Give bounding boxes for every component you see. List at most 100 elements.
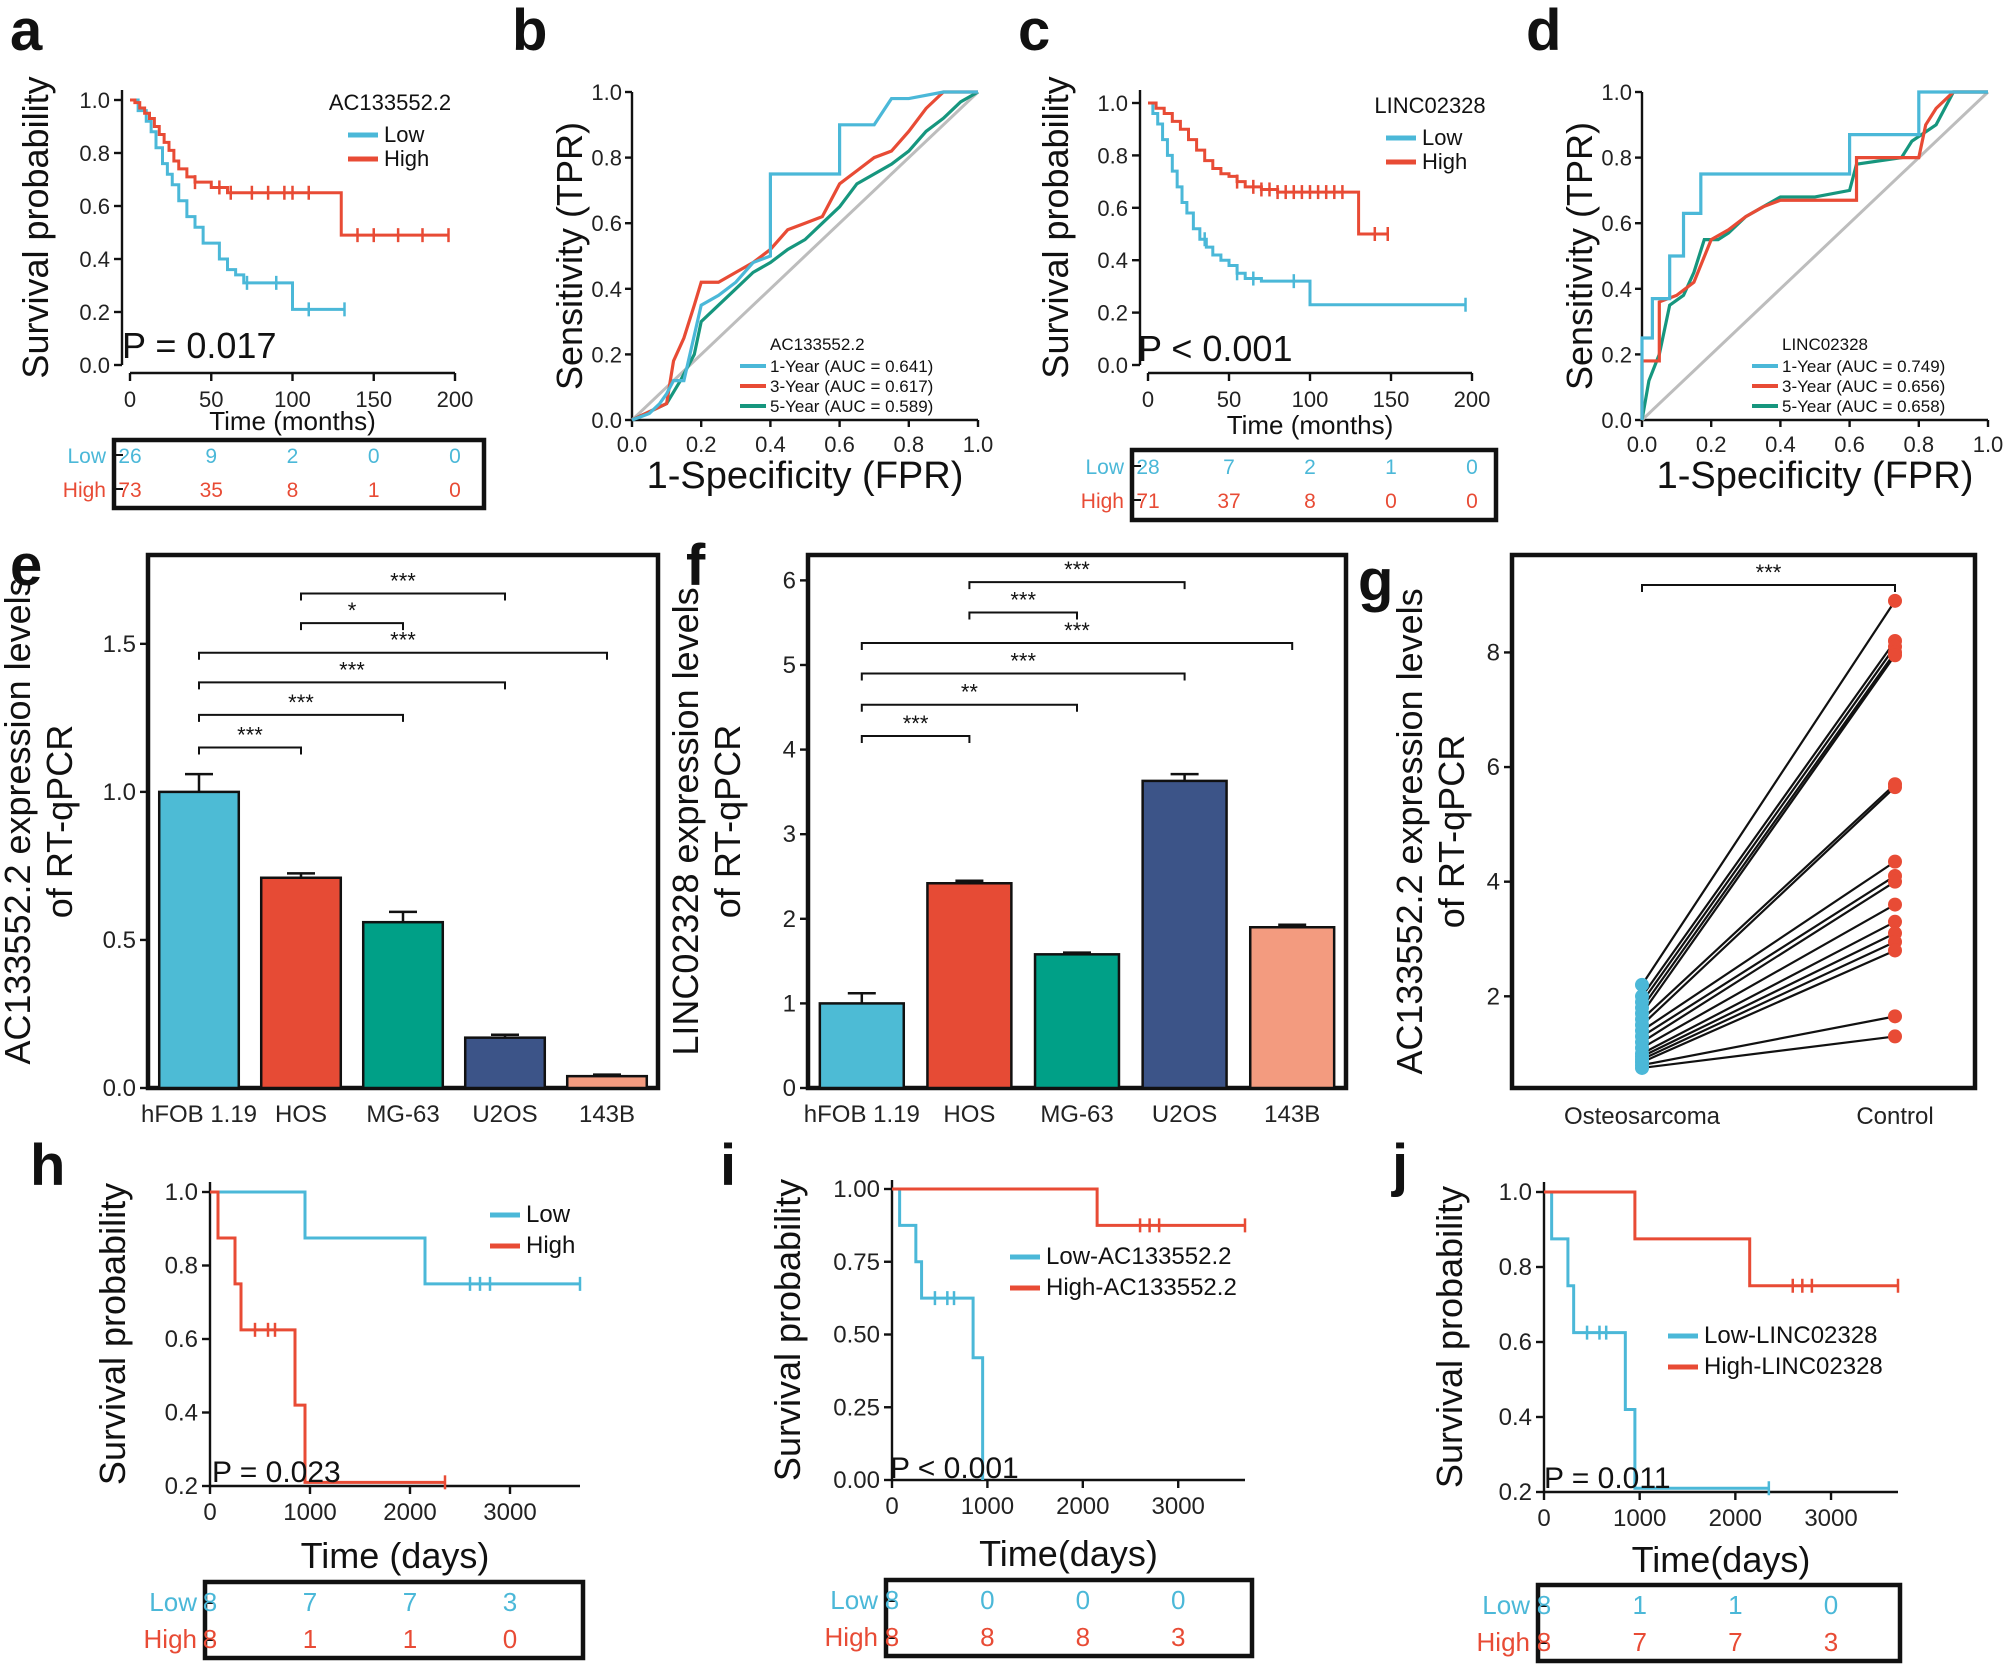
risk-value: 0 <box>1076 1585 1090 1615</box>
bar-3 <box>463 1036 547 1090</box>
y-axis-title: Survival probability <box>1035 76 1076 378</box>
risk-table-frame <box>202 1579 586 1661</box>
y-tick-label: 1.0 <box>165 1179 198 1206</box>
roc-legend-label: 5-Year (AUC = 0.658) <box>1782 397 1945 416</box>
x-axis-title: Time (months) <box>1227 410 1394 440</box>
bar-1 <box>259 876 343 1090</box>
km-curve-high <box>1148 101 1388 236</box>
y-tick-label: 0.25 <box>833 1394 880 1421</box>
risk-value: 73 <box>118 479 141 502</box>
panel-label-j: j <box>1391 1133 1408 1198</box>
x-tick-label: HOS <box>275 1101 327 1128</box>
y-tick-label: 0.4 <box>1097 248 1128 273</box>
risk-value: 1 <box>1632 1590 1646 1620</box>
roc-curve-roc1 <box>631 90 978 422</box>
risk-row-label: Low <box>830 1585 878 1615</box>
x-tick-label: 0.6 <box>824 432 855 457</box>
significance-bracket <box>300 622 404 631</box>
point-control <box>1888 648 1902 663</box>
x-tick-label: 0.4 <box>1765 432 1796 457</box>
x-tick-label: 1000 <box>961 1493 1014 1520</box>
y-tick-label: 4 <box>783 737 796 764</box>
significance-stars: *** <box>288 690 314 715</box>
y-tick-label: 8 <box>1487 639 1500 666</box>
significance-bracket <box>968 581 1186 590</box>
roc-legend-title: LINC02328 <box>1782 335 1868 354</box>
panel-label-c: c <box>1018 0 1050 63</box>
y-tick-label: 0.0 <box>79 353 110 378</box>
y-tick-label: 0.6 <box>591 211 622 236</box>
y-tick-label: 5 <box>783 652 796 679</box>
point-osteosarcoma <box>1635 1060 1649 1075</box>
risk-value: 0 <box>1466 456 1478 479</box>
significance-stars: *** <box>339 657 365 682</box>
significance-stars: *** <box>1010 588 1036 613</box>
x-tick-label: hFOB 1.19 <box>141 1101 257 1128</box>
km-curve-low <box>130 98 345 311</box>
significance-stars: *** <box>390 628 416 653</box>
significance-stars: ** <box>961 680 979 705</box>
risk-value: 8 <box>885 1585 899 1615</box>
risk-value: 7 <box>1728 1627 1742 1657</box>
point-control <box>1888 897 1902 912</box>
x-tick-label: 0 <box>1142 387 1154 412</box>
y-tick-label: 0.8 <box>1601 146 1632 171</box>
pair-line <box>1641 786 1896 1026</box>
risk-value: 7 <box>303 1587 317 1617</box>
y-tick-label: 2 <box>1487 983 1500 1010</box>
paired-panel-g: 2 4 6 8 Osteosarcoma Control *** AC133552.2 exp… <box>1389 552 1978 1130</box>
x-tick-label: 0.0 <box>1627 432 1658 457</box>
y-tick-label: 0.0 <box>1097 353 1128 378</box>
roc-legend-label: 1-Year (AUC = 0.641) <box>770 357 933 376</box>
significance-stars: *** <box>1756 560 1782 585</box>
legend-label: Low <box>384 122 424 147</box>
y-axis-title-line1: AC133552.2 expression levels <box>1389 588 1430 1074</box>
y-axis-title: Survival probability <box>767 1179 808 1481</box>
x-tick-label: 2000 <box>1709 1505 1762 1532</box>
risk-value: 0 <box>368 445 380 468</box>
x-tick-label: 1000 <box>1613 1505 1666 1532</box>
x-tick-label: Osteosarcoma <box>1564 1103 1721 1130</box>
y-axis-title: Survival probability <box>92 1183 133 1485</box>
x-tick-label: 0.0 <box>617 432 648 457</box>
risk-value: 3 <box>503 1587 517 1617</box>
point-control <box>1888 780 1902 795</box>
panel-label-d: d <box>1526 0 1561 63</box>
risk-value: 37 <box>1217 490 1240 513</box>
x-axis-title: 1-Specificity (FPR) <box>647 455 964 497</box>
risk-value: 8 <box>885 1622 899 1652</box>
risk-value: 8 <box>287 479 299 502</box>
y-tick-label: 0.4 <box>1499 1404 1532 1431</box>
significance-stars: *** <box>237 722 263 747</box>
y-axis-title: Sensitivity (TPR) <box>549 122 590 390</box>
x-tick-label: 150 <box>355 387 392 412</box>
x-tick-label: 3000 <box>1152 1493 1205 1520</box>
point-control <box>1888 1009 1902 1024</box>
legend-label: High-LINC02328 <box>1704 1353 1883 1380</box>
y-axis-title: Sensitivity (TPR) <box>1559 122 1600 390</box>
legend-label: Low-AC133552.2 <box>1046 1243 1231 1270</box>
y-tick-label: 0.6 <box>1499 1329 1532 1356</box>
roc-panel-b: 0.00.20.40.60.81.00.0 0.2 0.4 0.6 0.8 1.0Sens… <box>549 80 993 497</box>
x-tick-label: 100 <box>274 387 311 412</box>
y-tick-label: 6 <box>783 567 796 594</box>
y-tick-label: 0.2 <box>1097 301 1128 326</box>
pair-line <box>1641 640 1896 997</box>
y-tick-label: 1.0 <box>1097 91 1128 116</box>
risk-value: 8 <box>1076 1622 1090 1652</box>
x-tick-label: 143B <box>1264 1101 1320 1128</box>
risk-value: 1 <box>1385 456 1397 479</box>
risk-row-label: High <box>825 1622 878 1652</box>
y-tick-label: 0.00 <box>833 1467 880 1494</box>
y-tick-label: 1.0 <box>1499 1179 1532 1206</box>
y-tick-label: 0.5 <box>103 927 136 954</box>
y-tick-label: 1.0 <box>591 80 622 105</box>
legend-label: High <box>384 146 429 171</box>
pair-line <box>1641 654 1896 1015</box>
bar-2 <box>361 920 445 1090</box>
pair-line <box>1641 949 1896 1064</box>
y-tick-label: 0.8 <box>1499 1254 1532 1281</box>
y-tick-label: 1.5 <box>103 631 136 658</box>
x-tick-label: 50 <box>199 387 223 412</box>
